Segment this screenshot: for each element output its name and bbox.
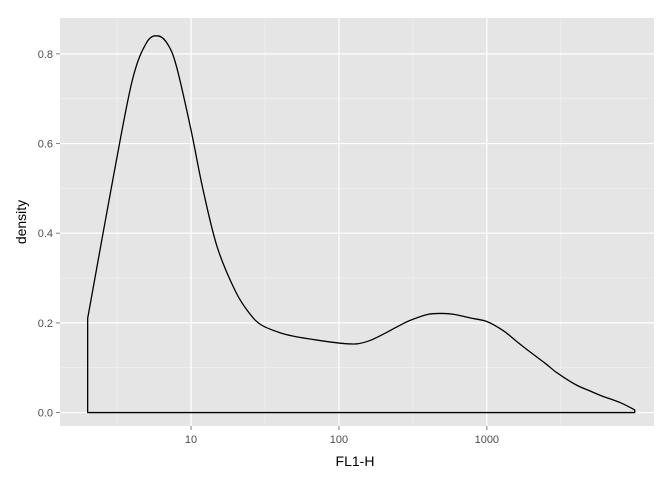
- y-tick-label: 0.4: [38, 228, 53, 240]
- axis-ticks: [56, 53, 488, 430]
- y-tick-label: 0.6: [38, 139, 53, 151]
- y-axis-title: density: [13, 200, 29, 244]
- minor-gridlines: [60, 18, 654, 426]
- x-axis-title: FL1-H: [336, 453, 375, 469]
- density-area: [87, 35, 636, 414]
- y-tick-label: 0.8: [38, 49, 53, 61]
- x-tick-label: 10: [185, 434, 197, 446]
- axis-tick-labels: 10 100 1000 0.0 0.2 0.4 0.6 0.8: [38, 49, 499, 446]
- x-tick-label: 100: [330, 434, 348, 446]
- x-tick-label: 1000: [475, 434, 499, 446]
- y-tick-label: 0.0: [38, 408, 53, 420]
- density-line: [87, 35, 636, 414]
- y-tick-label: 0.2: [38, 318, 53, 330]
- plot-panel: [60, 18, 654, 426]
